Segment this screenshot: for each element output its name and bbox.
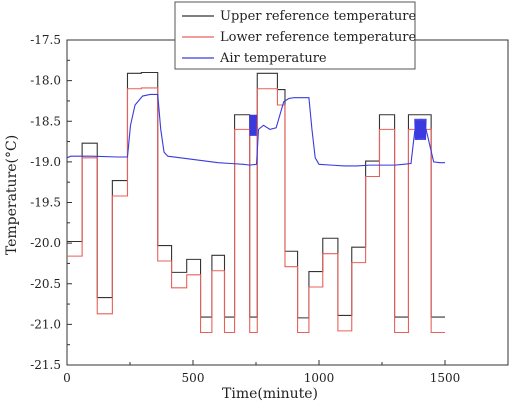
x-tick-label: 1500 [430, 371, 461, 385]
y-tick-label: -20.5 [30, 277, 61, 291]
lower-reference-line [67, 87, 445, 334]
x-tick-label: 0 [63, 371, 71, 385]
air-temperature-line [66, 93, 445, 167]
series-lines [66, 71, 445, 334]
legend: Upper reference temperature Lower refere… [174, 1, 416, 70]
legend-label-air: Air temperature [219, 51, 327, 66]
legend-label-upper: Upper reference temperature [220, 9, 416, 24]
upper-reference-line [67, 71, 445, 319]
x-axis-title: Time(minute) [222, 386, 318, 402]
y-tick-label: -21.0 [30, 317, 61, 331]
y-tick-label: -20.0 [30, 236, 61, 250]
y-axis-title: Temperature(°C) [4, 135, 20, 255]
y-tick-label: -18.5 [30, 114, 61, 128]
y-tick-label: -18.0 [30, 74, 61, 88]
y-tick-label: -17.5 [30, 33, 61, 47]
axis-ticks: 0 500 1000 1500 -17.5 -18.0 -18.5 -19.0 -19.5 -20… [30, 33, 460, 385]
y-tick-label: -19.5 [30, 196, 61, 210]
legend-box [174, 1, 416, 70]
x-tick-label: 1000 [304, 371, 335, 385]
x-tick-label: 500 [182, 371, 205, 385]
y-tick-label: -19.0 [30, 155, 61, 169]
legend-label-lower: Lower reference temperature [220, 30, 416, 45]
air-temperature-oscillation [414, 118, 427, 140]
air-temperature-oscillation [249, 114, 257, 136]
y-tick-label: -21.5 [30, 358, 61, 372]
